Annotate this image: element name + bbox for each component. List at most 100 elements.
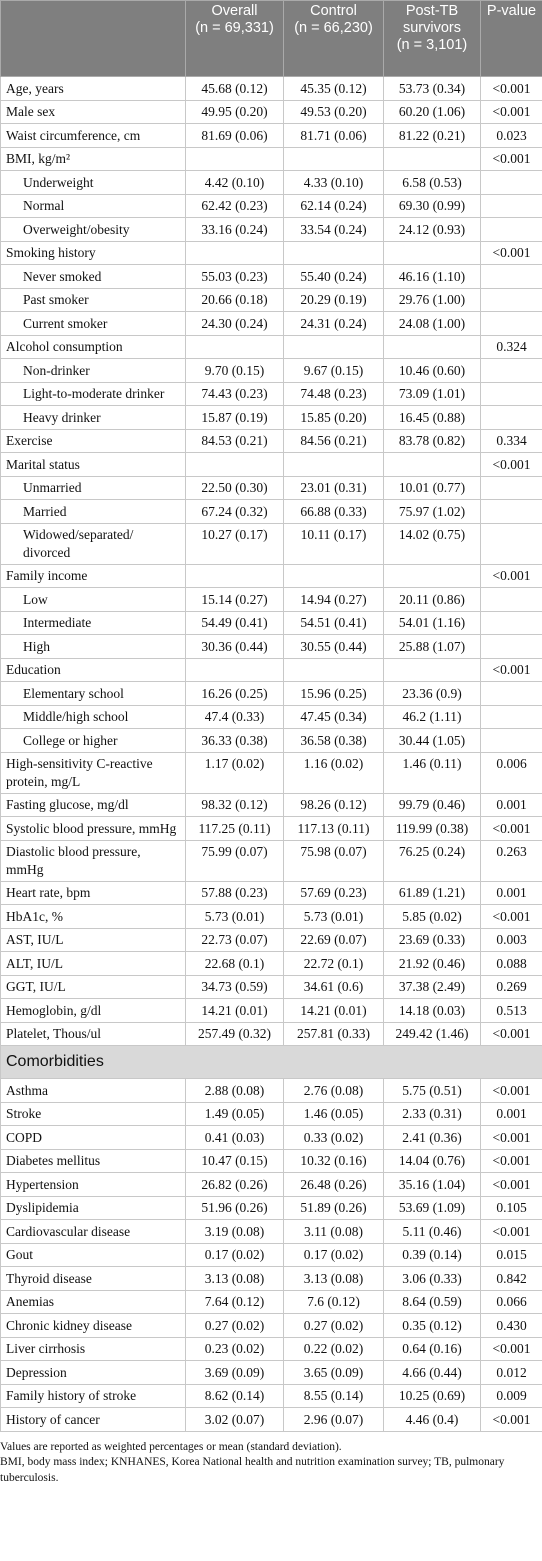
value-cell: 54.49 (0.41) xyxy=(185,610,284,635)
value-cell: 7.64 (0.12) xyxy=(185,1289,284,1314)
table-row: Past smoker 20.66 (0.18) 20.29 (0.19) 29.76… xyxy=(0,287,542,312)
value-cell: 3.19 (0.08) xyxy=(185,1219,284,1244)
value-cell: <0.001 xyxy=(480,1021,542,1046)
value-cell: 66.88 (0.33) xyxy=(283,499,384,524)
value-cell: 62.14 (0.24) xyxy=(283,193,384,218)
header-cell: P-value xyxy=(480,0,542,77)
row-label: Education xyxy=(0,657,186,682)
value-cell: 0.088 xyxy=(480,951,542,976)
empty-cell xyxy=(480,704,542,729)
value-cell: 3.11 (0.08) xyxy=(283,1219,384,1244)
value-cell: 49.53 (0.20) xyxy=(283,99,384,124)
value-cell: 117.25 (0.11) xyxy=(185,816,284,841)
value-cell: 57.69 (0.23) xyxy=(283,880,384,905)
table-row: Anemias 7.64 (0.12) 7.6 (0.12) 8.64 (0.59) 0… xyxy=(0,1289,542,1314)
table-row: Age, years 45.68 (0.12) 45.35 (0.12) 53.73 … xyxy=(0,76,542,101)
value-cell: 15.96 (0.25) xyxy=(283,681,384,706)
empty-cell xyxy=(480,217,542,242)
table-row: COPD 0.41 (0.03) 0.33 (0.02) 2.41 (0.36) <0.… xyxy=(0,1125,542,1150)
value-cell: 5.11 (0.46) xyxy=(383,1219,481,1244)
value-cell: 0.066 xyxy=(480,1289,542,1314)
value-cell: 4.42 (0.10) xyxy=(185,170,284,195)
row-label: Light-to-moderate drinker xyxy=(0,381,186,406)
value-cell: <0.001 xyxy=(480,146,542,171)
value-cell: 99.79 (0.46) xyxy=(383,792,481,817)
value-cell: 0.430 xyxy=(480,1313,542,1338)
value-cell: 75.98 (0.07) xyxy=(283,839,384,882)
table-row: Elementary school 16.26 (0.25) 15.96 (0.25… xyxy=(0,681,542,706)
value-cell: 34.61 (0.6) xyxy=(283,974,384,999)
value-cell: 51.96 (0.26) xyxy=(185,1195,284,1220)
empty-cell xyxy=(283,146,384,171)
row-label: Unmarried xyxy=(0,475,186,500)
value-cell: 33.54 (0.24) xyxy=(283,217,384,242)
row-label: Family history of stroke xyxy=(0,1383,186,1408)
row-label: Liver cirrhosis xyxy=(0,1336,186,1361)
table-row: High-sensitivity C-reactive protein, mg/… xyxy=(0,751,542,794)
value-cell: 117.13 (0.11) xyxy=(283,816,384,841)
table-row: Waist circumference, cm 81.69 (0.06) 81.71… xyxy=(0,123,542,148)
table-row: Middle/high school 47.4 (0.33) 47.45 (0.34… xyxy=(0,704,542,729)
row-label: AST, IU/L xyxy=(0,927,186,952)
table-row: College or higher 36.33 (0.38) 36.58 (0.38… xyxy=(0,728,542,753)
value-cell: 55.03 (0.23) xyxy=(185,264,284,289)
row-label: Heavy drinker xyxy=(0,405,186,430)
value-cell: 16.26 (0.25) xyxy=(185,681,284,706)
value-cell: 22.69 (0.07) xyxy=(283,927,384,952)
value-cell: 0.006 xyxy=(480,751,542,794)
row-label: Overweight/obesity xyxy=(0,217,186,242)
value-cell: 0.842 xyxy=(480,1266,542,1291)
value-cell: 36.33 (0.38) xyxy=(185,728,284,753)
value-cell: 30.44 (1.05) xyxy=(383,728,481,753)
value-cell: 0.324 xyxy=(480,334,542,359)
row-label: Married xyxy=(0,499,186,524)
column-n: (n = 3,101) xyxy=(396,37,468,53)
row-label: Asthma xyxy=(0,1078,186,1103)
table-row: Depression 3.69 (0.09) 3.65 (0.09) 4.66 (0.… xyxy=(0,1360,542,1385)
value-cell: 15.14 (0.27) xyxy=(185,587,284,612)
value-cell: 0.001 xyxy=(480,880,542,905)
row-label: Marital status xyxy=(0,452,186,477)
row-label: High-sensitivity C-reactive protein, mg/… xyxy=(0,751,186,794)
row-label: COPD xyxy=(0,1125,186,1150)
value-cell: 0.012 xyxy=(480,1360,542,1385)
value-cell: 0.001 xyxy=(480,792,542,817)
empty-cell xyxy=(383,334,481,359)
section-header: Comorbidities xyxy=(0,1045,542,1079)
table-row: Married 67.24 (0.32) 66.88 (0.33) 75.97 (1.… xyxy=(0,499,542,524)
empty-cell xyxy=(480,405,542,430)
empty-cell xyxy=(185,563,284,588)
value-cell: 53.73 (0.34) xyxy=(383,76,481,101)
empty-cell xyxy=(185,452,284,477)
header-cell: Overall (n = 69,331) xyxy=(185,0,284,77)
table-row: Unmarried 22.50 (0.30) 23.01 (0.31) 10.01 (… xyxy=(0,475,542,500)
value-cell: 0.64 (0.16) xyxy=(383,1336,481,1361)
value-cell: 0.269 xyxy=(480,974,542,999)
value-cell: 47.45 (0.34) xyxy=(283,704,384,729)
table-row: Stroke 1.49 (0.05) 1.46 (0.05) 2.33 (0.31) 0… xyxy=(0,1101,542,1126)
value-cell: <0.001 xyxy=(480,563,542,588)
row-label: Dyslipidemia xyxy=(0,1195,186,1220)
value-cell: 8.55 (0.14) xyxy=(283,1383,384,1408)
row-label: Chronic kidney disease xyxy=(0,1313,186,1338)
row-label: Elementary school xyxy=(0,681,186,706)
value-cell: 6.58 (0.53) xyxy=(383,170,481,195)
row-label: Low xyxy=(0,587,186,612)
value-cell: 98.32 (0.12) xyxy=(185,792,284,817)
table-row: High 30.36 (0.44) 30.55 (0.44) 25.88 (1.07) xyxy=(0,634,542,659)
empty-cell xyxy=(480,264,542,289)
column-n: (n = 69,331) xyxy=(195,20,274,36)
value-cell: 24.30 (0.24) xyxy=(185,311,284,336)
table-row: Liver cirrhosis 0.23 (0.02) 0.22 (0.02) 0.6… xyxy=(0,1336,542,1361)
value-cell: <0.001 xyxy=(480,1148,542,1173)
value-cell: 60.20 (1.06) xyxy=(383,99,481,124)
table-row: Normal 62.42 (0.23) 62.14 (0.24) 69.30 (0.9… xyxy=(0,193,542,218)
value-cell: 0.001 xyxy=(480,1101,542,1126)
table-row: Hemoglobin, g/dl 14.21 (0.01) 14.21 (0.01)… xyxy=(0,998,542,1023)
table-row: Low 15.14 (0.27) 14.94 (0.27) 20.11 (0.86) xyxy=(0,587,542,612)
table-row: Comorbidities xyxy=(0,1045,542,1079)
value-cell: 57.88 (0.23) xyxy=(185,880,284,905)
value-cell: <0.001 xyxy=(480,1125,542,1150)
value-cell: 47.4 (0.33) xyxy=(185,704,284,729)
